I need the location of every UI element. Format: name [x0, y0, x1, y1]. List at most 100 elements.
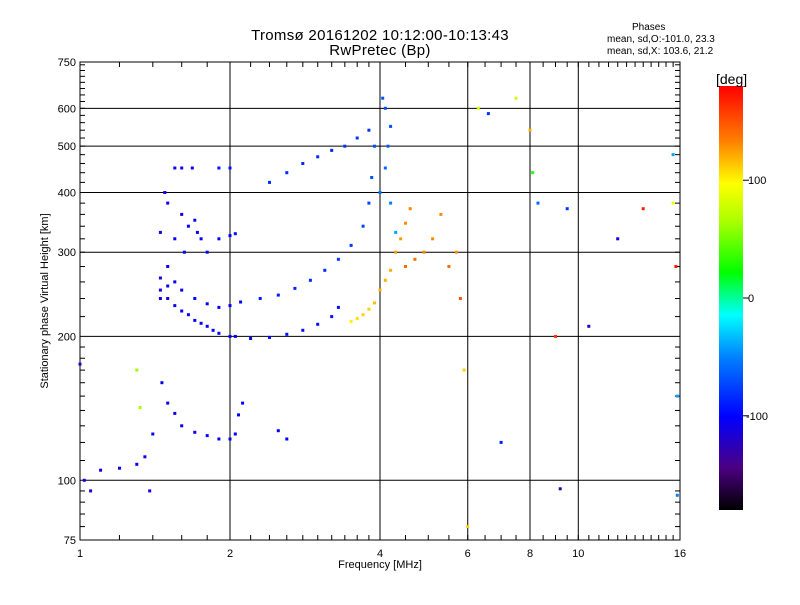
data-point [349, 319, 353, 323]
data-point [383, 278, 387, 282]
colorbar [719, 86, 743, 510]
data-point [233, 232, 237, 236]
data-point [439, 212, 443, 216]
data-point [675, 493, 679, 497]
data-point [228, 234, 232, 238]
colorbar-ticks: 100 0 -100 [743, 175, 768, 423]
grid-lines [79, 61, 681, 541]
data-point [355, 136, 359, 140]
data-point [514, 96, 518, 100]
data-point [301, 328, 305, 332]
y-tick-label: 400 [58, 187, 76, 199]
data-point [671, 153, 675, 157]
x-tick-label: 10 [572, 548, 584, 560]
data-point [233, 432, 237, 436]
data-point [404, 221, 407, 225]
data-point [199, 237, 203, 241]
data-point [217, 237, 221, 241]
data-point [180, 424, 184, 428]
data-point [195, 230, 199, 234]
data-point [447, 265, 451, 268]
data-point [158, 297, 162, 300]
data-point [193, 297, 197, 300]
data-point [233, 334, 237, 338]
colorbar-tick-label: 100 [748, 175, 766, 187]
data-point [308, 278, 312, 282]
data-point [89, 489, 93, 493]
data-point [268, 180, 271, 184]
phases-x-stats: mean, sd,X: 103.6, 21.2 [607, 46, 714, 57]
data-point [135, 462, 139, 466]
data-point [389, 124, 393, 128]
data-point [82, 478, 86, 482]
data-point [166, 284, 170, 288]
data-point [531, 171, 535, 175]
data-point [160, 381, 164, 385]
data-point [180, 212, 184, 216]
data-point [268, 335, 271, 339]
data-point [173, 280, 177, 284]
x-tick-label: 8 [527, 548, 533, 560]
data-point [237, 413, 240, 417]
y-axis-label: Stationary phase Virtual Height [km] [39, 213, 51, 388]
data-point [476, 106, 480, 110]
data-point [166, 297, 170, 300]
data-point [323, 268, 327, 272]
tick-labels: 1 2 4 6 8 10 16 75 100 200 300 400 500 600 750 [58, 57, 686, 560]
data-point [367, 201, 371, 205]
data-point [166, 401, 170, 405]
data-point [99, 468, 103, 472]
data-point [193, 318, 197, 322]
data-point [193, 430, 197, 434]
data-point [462, 368, 466, 372]
data-point [173, 166, 177, 170]
data-point [587, 324, 591, 328]
data-point [336, 305, 340, 309]
colorbar-tick-label: 0 [748, 293, 754, 305]
data-point [355, 317, 359, 320]
data-point [186, 224, 190, 228]
y-tick-label: 200 [58, 331, 76, 343]
data-point [205, 434, 209, 438]
data-point [228, 334, 232, 338]
data-point [361, 313, 365, 317]
y-tick-label: 750 [58, 57, 76, 69]
data-point [349, 243, 353, 247]
data-point [671, 201, 675, 205]
data-point [383, 166, 387, 170]
data-point [228, 166, 232, 170]
y-tick-label: 75 [64, 535, 76, 547]
data-point [190, 166, 194, 170]
data-point [408, 207, 412, 211]
data-point [205, 250, 209, 254]
data-point [381, 96, 385, 100]
data-point [536, 201, 540, 205]
data-point [378, 288, 382, 292]
data-point [431, 237, 435, 241]
data-point [316, 322, 320, 326]
data-point [205, 302, 209, 306]
y-tick-label: 500 [58, 141, 76, 153]
data-point [276, 293, 280, 297]
data-point [330, 148, 334, 152]
y-tick-label: 300 [58, 247, 76, 259]
data-point [565, 207, 569, 211]
x-tick-label: 2 [227, 548, 233, 560]
x-tick-label: 16 [674, 548, 686, 560]
data-point [151, 432, 155, 436]
data-point [554, 334, 557, 338]
data-point [316, 155, 320, 159]
data-point [641, 207, 645, 211]
data-point [394, 250, 398, 254]
data-point [143, 455, 147, 459]
data-point [367, 307, 371, 311]
data-point [158, 288, 162, 292]
data-point [616, 237, 620, 241]
phases-title: Phases [632, 22, 666, 33]
data-point [228, 437, 232, 441]
data-point [186, 313, 190, 317]
data-point [293, 286, 297, 290]
data-point [386, 144, 390, 148]
data-point [528, 128, 532, 132]
